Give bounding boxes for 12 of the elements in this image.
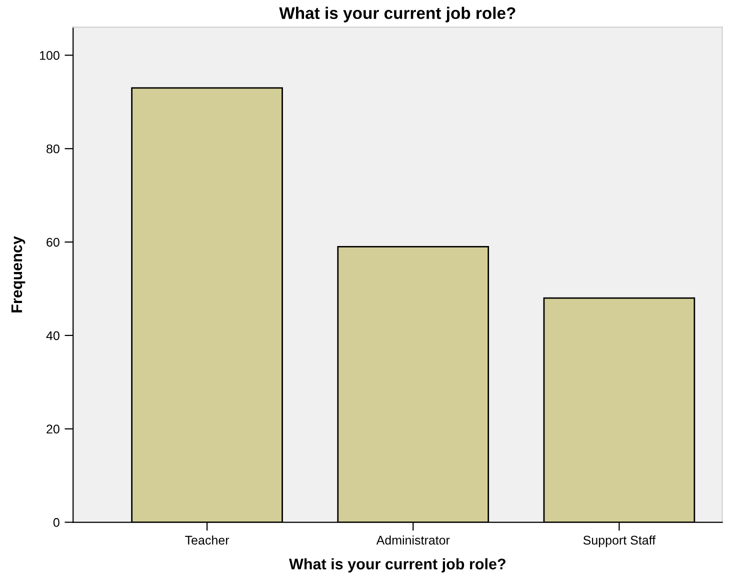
- y-tick-label: 20: [46, 424, 60, 434]
- x-tick-label: Teacher: [185, 535, 230, 545]
- y-tick-label: 40: [46, 331, 60, 340]
- x-tick-label: Support Staff: [583, 535, 656, 548]
- y-tick-label: 0: [53, 518, 60, 527]
- y-tick-label: 100: [40, 51, 60, 60]
- y-tick-label: 60: [46, 238, 60, 247]
- y-tick-label: 80: [46, 144, 60, 154]
- x-tick-label: Administrator: [376, 535, 450, 545]
- chart-title: What is your current job role?: [279, 6, 516, 22]
- y-axis-title: Frequency: [11, 236, 26, 312]
- x-axis-title: What is your current job role?: [289, 558, 506, 572]
